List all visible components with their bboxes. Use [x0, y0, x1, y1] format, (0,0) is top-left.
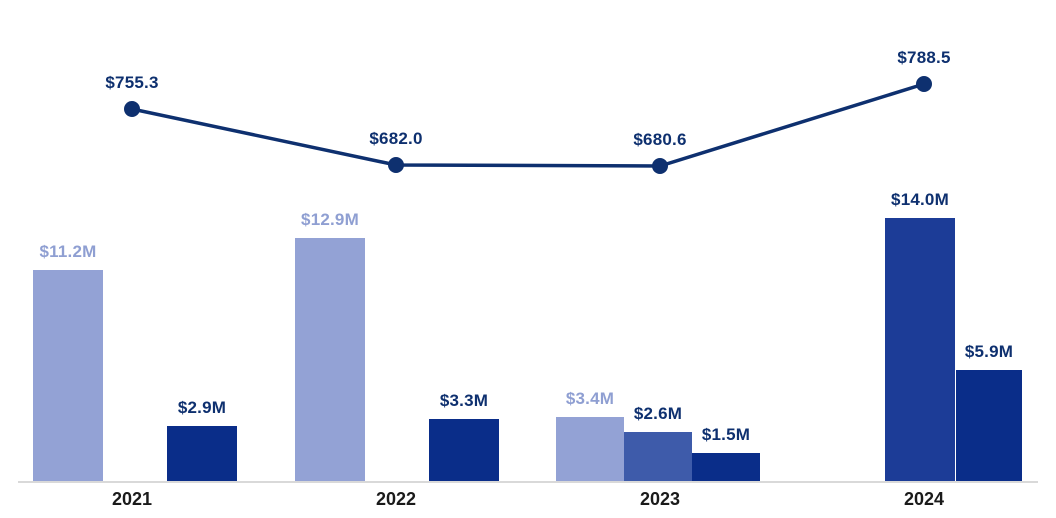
bar-2023-medium	[624, 432, 692, 481]
bar-value-label-2024-navy: $5.9M	[964, 342, 1014, 361]
line-value-label-2022: $682.0	[369, 129, 423, 148]
bar-value-label-2022-navy: $3.3M	[439, 391, 489, 410]
x-axis-label-2022: 2022	[375, 489, 417, 509]
x-axis-line	[18, 481, 1038, 483]
line-point-2022	[388, 157, 404, 173]
x-axis-label-2024: 2024	[903, 489, 945, 509]
line-value-label-2024: $788.5	[897, 48, 951, 67]
bar-value-label-2023-medium: $2.6M	[633, 404, 683, 423]
bar-2024-navy	[956, 370, 1022, 481]
bar-value-label-2023-navy: $1.5M	[701, 425, 751, 444]
bar-value-label-2022-light: $12.9M	[301, 210, 359, 229]
line-point-2023	[652, 158, 668, 174]
line-point-2021	[124, 101, 140, 117]
bar-2021-light	[33, 270, 103, 481]
line-point-2024	[916, 76, 932, 92]
line-value-label-2023: $680.6	[633, 130, 687, 149]
bar-2022-light	[295, 238, 365, 481]
bar-2022-navy	[429, 419, 499, 481]
bar-2023-navy	[692, 453, 760, 481]
bar-2021-navy	[167, 426, 237, 481]
bar-2023-light	[556, 417, 624, 481]
bar-value-label-2023-light: $3.4M	[565, 389, 615, 408]
x-axis-label-2021: 2021	[111, 489, 153, 509]
bar-value-label-2021-navy: $2.9M	[177, 398, 227, 417]
line-series-path	[131, 82, 925, 168]
bar-2024-dark	[885, 218, 955, 481]
x-axis-label-2023: 2023	[639, 489, 681, 509]
line-value-label-2021: $755.3	[105, 73, 159, 92]
bar-value-label-2021-light: $11.2M	[39, 242, 97, 261]
bar-value-label-2024-dark: $14.0M	[891, 190, 949, 209]
